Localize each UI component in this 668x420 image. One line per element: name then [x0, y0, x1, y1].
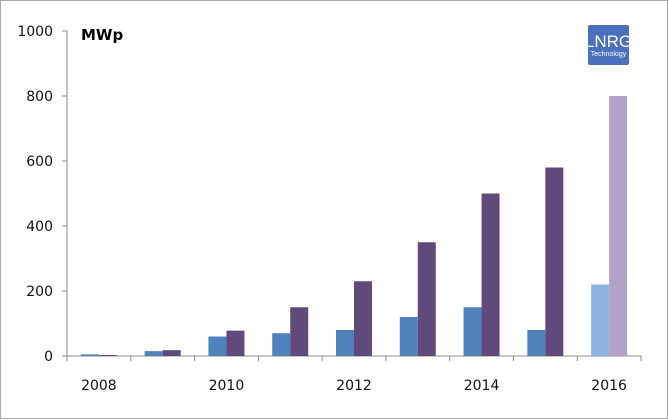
y-tick-label: 200 [26, 284, 53, 300]
bar-2014-series-1 [463, 307, 482, 356]
bar-2013-series-1 [399, 317, 418, 356]
y-tick-label: 400 [26, 219, 53, 235]
y-tick-label: 1000 [17, 24, 53, 40]
bars [80, 96, 628, 356]
logo-subtext: Technology [591, 51, 627, 58]
bar-2014-series-2 [481, 193, 500, 356]
x-tick-label: 2016 [591, 378, 627, 394]
bar-2011-series-1 [272, 333, 291, 356]
bar-2015-series-2 [545, 167, 564, 356]
bar-2015-series-1 [527, 330, 546, 356]
bar-2009-series-2 [162, 350, 181, 356]
bar-2008-series-2 [98, 355, 117, 356]
y-tick-label: 0 [44, 349, 53, 365]
bar-2011-series-2 [290, 307, 309, 356]
x-tick-label: 2014 [464, 378, 500, 394]
y-axis-label: MWp [81, 26, 123, 44]
bar-2016-series-2 [609, 96, 628, 356]
x-tick-label: 2008 [81, 378, 117, 394]
bar-2016-series-1 [591, 284, 610, 356]
y-axis: 0 200 400 600 800 1000 [17, 24, 68, 365]
x-tick-label: 2012 [336, 378, 372, 394]
logo-text: LNRG [585, 32, 632, 51]
x-tick-label: 2010 [209, 378, 245, 394]
bar-2012-series-1 [336, 330, 354, 356]
y-tick-label: 800 [26, 89, 53, 105]
x-axis: 2008 2010 2012 2014 2016 [66, 355, 642, 394]
bar-2009-series-1 [144, 351, 163, 356]
company-logo: LNRG Technology [585, 25, 632, 65]
bar-2008-series-1 [80, 354, 99, 356]
bar-2012-series-2 [354, 281, 372, 356]
bar-2013-series-2 [417, 242, 436, 356]
bar-2010-series-2 [226, 330, 245, 356]
bar-2010-series-1 [208, 336, 227, 356]
y-tick-label: 600 [26, 154, 53, 170]
